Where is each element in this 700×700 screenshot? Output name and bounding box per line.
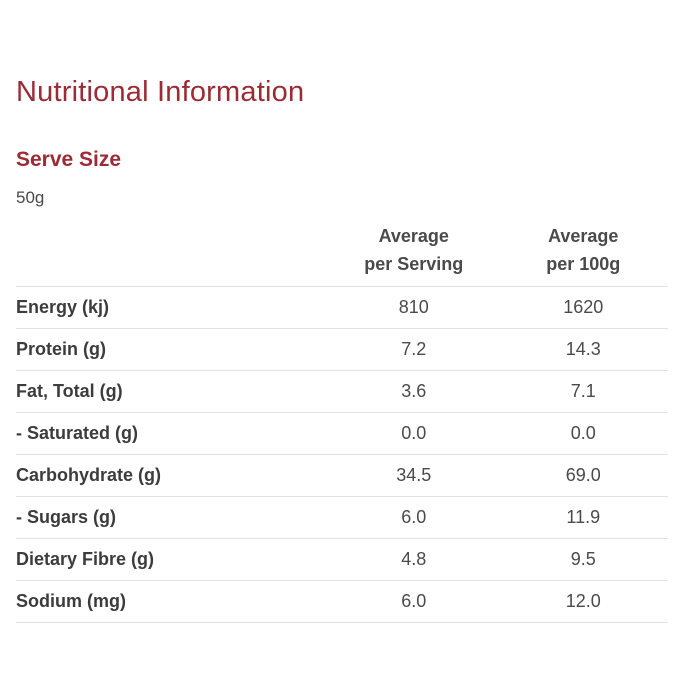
per-serving-value: 7.2 <box>329 328 499 371</box>
per-100g-value: 7.1 <box>498 370 668 413</box>
header-per-serving-line2: per Serving <box>364 254 464 274</box>
nutrient-name: Protein (g) <box>16 328 330 371</box>
per-serving-value: 3.6 <box>329 370 499 413</box>
page-title: Nutritional Information <box>16 76 305 108</box>
per-100g-value: 11.9 <box>498 496 668 539</box>
header-per-100g-line2: per 100g <box>546 254 621 274</box>
header-per-serving-line1: Average <box>378 226 449 246</box>
nutrient-name: Dietary Fibre (g) <box>16 538 330 581</box>
per-serving-value: 34.5 <box>329 454 499 497</box>
per-serving-value: 6.0 <box>329 496 499 539</box>
per-100g-value: 69.0 <box>498 454 668 497</box>
header-nutrient <box>16 218 330 287</box>
per-100g-value: 12.0 <box>498 580 668 623</box>
per-100g-value: 1620 <box>498 286 668 329</box>
serve-size-heading: Serve Size <box>16 148 122 171</box>
per-100g-value: 14.3 <box>498 328 668 371</box>
nutrition-table-header: Average per Serving Average per 100g <box>16 218 668 287</box>
table-row: Carbohydrate (g) 34.5 69.0 <box>16 454 668 497</box>
header-per-serving: Average per Serving <box>329 218 499 287</box>
table-row: Protein (g) 7.2 14.3 <box>16 328 668 371</box>
table-row: Dietary Fibre (g) 4.8 9.5 <box>16 538 668 581</box>
nutrient-name: - Sugars (g) <box>16 496 330 539</box>
nutrition-table: Average per Serving Average per 100g Ene… <box>16 218 668 623</box>
nutrient-name: Fat, Total (g) <box>16 370 330 413</box>
header-per-100g: Average per 100g <box>498 218 668 287</box>
nutrition-table-body: Energy (kj) 810 1620 Protein (g) 7.2 14.… <box>16 286 668 623</box>
table-row: - Sugars (g) 6.0 11.9 <box>16 496 668 539</box>
header-row: Average per Serving Average per 100g <box>16 218 668 287</box>
nutrient-name: Sodium (mg) <box>16 580 330 623</box>
per-100g-value: 0.0 <box>498 412 668 455</box>
table-row: - Saturated (g) 0.0 0.0 <box>16 412 668 455</box>
nutrient-name: Carbohydrate (g) <box>16 454 330 497</box>
table-row: Fat, Total (g) 3.6 7.1 <box>16 370 668 413</box>
table-row: Sodium (mg) 6.0 12.0 <box>16 580 668 623</box>
table-row: Energy (kj) 810 1620 <box>16 286 668 329</box>
per-serving-value: 4.8 <box>329 538 499 581</box>
per-serving-value: 810 <box>329 286 499 329</box>
nutrient-name: Energy (kj) <box>16 286 330 329</box>
serve-size-value: 50g <box>16 188 45 207</box>
nutrient-name: - Saturated (g) <box>16 412 330 455</box>
per-serving-value: 6.0 <box>329 580 499 623</box>
header-per-100g-line1: Average <box>548 226 619 246</box>
per-100g-value: 9.5 <box>498 538 668 581</box>
per-serving-value: 0.0 <box>329 412 499 455</box>
